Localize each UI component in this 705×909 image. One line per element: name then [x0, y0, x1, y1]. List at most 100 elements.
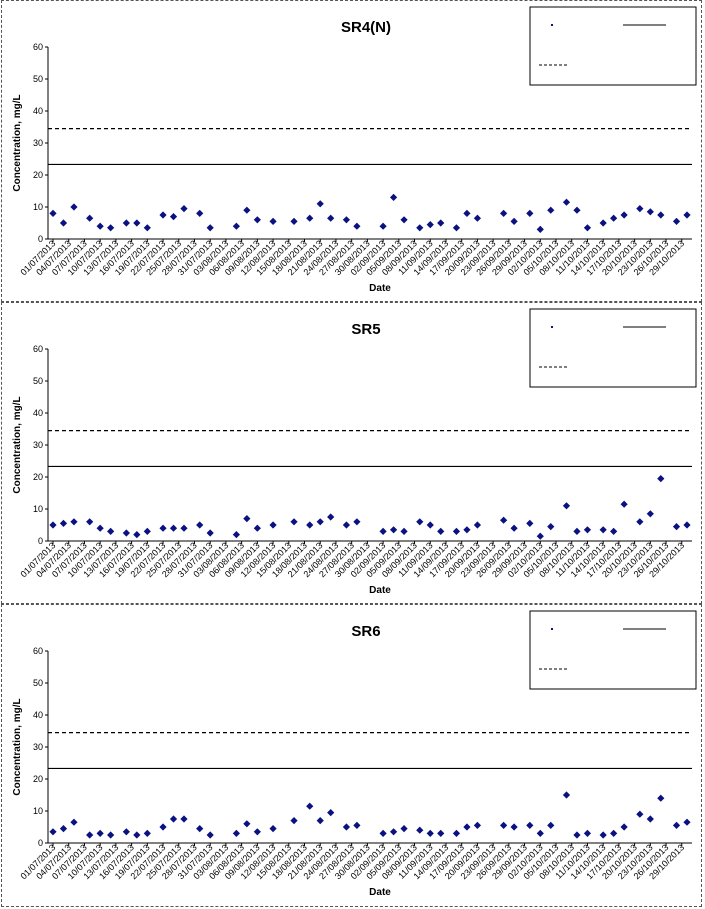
c0-data-point	[599, 219, 607, 227]
c0-data-point	[169, 213, 178, 221]
c1-data-point	[133, 531, 141, 539]
c0-data-point	[243, 206, 251, 214]
c1-data-point	[196, 521, 204, 529]
c2-y-tick-label: 0	[38, 838, 43, 848]
c2-data-point	[290, 817, 298, 825]
c0-legend	[529, 6, 697, 86]
c2-data-point	[169, 815, 178, 823]
c2-data-point	[437, 829, 445, 837]
c1-data-point	[379, 527, 387, 535]
c2-data-point	[342, 823, 351, 831]
c1-data-point	[657, 475, 665, 483]
c2-y-tick-label: 40	[33, 710, 43, 720]
c0-data-point	[500, 209, 508, 217]
c0-data-point	[143, 224, 151, 232]
c1-data-point	[107, 527, 115, 535]
c0-data-point	[206, 224, 214, 232]
c1-data-point	[683, 521, 691, 529]
chart-panel-sr5: SR5 0 10 20 30 40 50 60 Concentration, mg/L 01/07…	[1, 302, 702, 604]
c2-y-tick-label: 60	[33, 646, 43, 656]
c2-data-point	[196, 825, 204, 833]
c1-data-point	[70, 518, 78, 526]
c2-data-point	[510, 823, 518, 831]
c2-y-tick-label: 30	[33, 742, 43, 752]
c1-data-point	[610, 527, 618, 535]
c1-data-point	[620, 500, 628, 508]
c0-data-point	[400, 216, 408, 224]
c1-data-point	[232, 531, 240, 539]
c2-data-point	[473, 821, 482, 829]
c0-data-point	[133, 219, 141, 227]
c2-data-point	[59, 825, 68, 833]
c0-data-point	[306, 214, 314, 222]
c0-data-point	[86, 214, 94, 222]
c1-x-axis-label: Date	[369, 585, 391, 596]
c1-y-tick-label: 60	[33, 344, 43, 354]
c1-data-point	[327, 513, 335, 521]
c1-data-point	[672, 523, 681, 531]
c1-data-point	[206, 529, 214, 537]
c1-legend	[529, 308, 697, 388]
c1-data-point	[500, 516, 508, 524]
c2-data-point	[599, 831, 607, 839]
c2-data-point	[452, 829, 461, 837]
c1-legend-box	[529, 308, 697, 388]
c1-y-tick-label: 10	[33, 504, 43, 514]
c1-data-point	[159, 524, 167, 532]
c1-data-point	[463, 526, 471, 534]
c2-data-point	[107, 831, 115, 839]
c2-data-point	[180, 815, 188, 823]
c1-data-point	[400, 527, 408, 535]
c1-data-point	[253, 524, 261, 532]
c1-data-point	[562, 502, 571, 510]
c0-data-point	[122, 219, 130, 227]
c0-x-axis-label: Date	[369, 283, 391, 294]
c1-data-point	[143, 527, 151, 535]
c2-data-point	[547, 821, 555, 829]
c2-data-point	[400, 825, 408, 833]
c2-data-point	[269, 825, 277, 833]
c1-data-point	[636, 518, 644, 526]
c1-data-point	[473, 521, 482, 529]
c2-data-point	[86, 831, 94, 839]
c0-data-point	[342, 216, 351, 224]
c1-data-point	[536, 532, 544, 540]
c0-data-point	[583, 224, 592, 232]
c0-data-point	[379, 222, 387, 230]
c0-y-tick-label: 20	[33, 170, 43, 180]
c1-data-point	[243, 515, 251, 523]
c0-data-point	[683, 211, 691, 219]
c1-y-tick-label: 20	[33, 472, 43, 482]
c1-data-point	[437, 527, 445, 535]
c2-data-point	[379, 829, 387, 837]
c2-data-point	[133, 831, 141, 839]
c0-data-point	[536, 225, 544, 233]
c0-y-tick-label: 0	[38, 234, 43, 244]
c1-y-tick-label: 50	[33, 376, 43, 386]
chart-panel-sr6: SR6 0 10 20 30 40 50 60 Concentration, mg/L 01/07…	[1, 604, 702, 907]
c0-data-point	[353, 222, 361, 230]
c2-data-point	[306, 802, 314, 810]
c2-data-point	[49, 828, 57, 836]
c2-y-tick-label: 50	[33, 678, 43, 688]
c1-data-point	[599, 526, 607, 534]
c1-data-point	[306, 521, 314, 529]
c0-y-tick-label: 50	[33, 74, 43, 84]
c2-data-point	[416, 826, 424, 834]
c2-data-point	[232, 829, 240, 837]
c2-y-tick-label: 20	[33, 774, 43, 784]
c1-data-point	[426, 521, 434, 529]
c2-legend	[529, 610, 697, 690]
c2-data-point	[536, 829, 544, 837]
c2-chart-title: SR6	[351, 623, 380, 640]
c2-data-point	[683, 818, 691, 826]
c0-legend-marker-series	[551, 24, 553, 26]
c2-legend-box	[529, 610, 697, 690]
c0-data-point	[253, 216, 261, 224]
c1-data-point	[86, 518, 94, 526]
c2-x-axis-label: Date	[369, 887, 391, 898]
c1-data-point	[583, 526, 592, 534]
c1-data-point	[416, 518, 424, 526]
